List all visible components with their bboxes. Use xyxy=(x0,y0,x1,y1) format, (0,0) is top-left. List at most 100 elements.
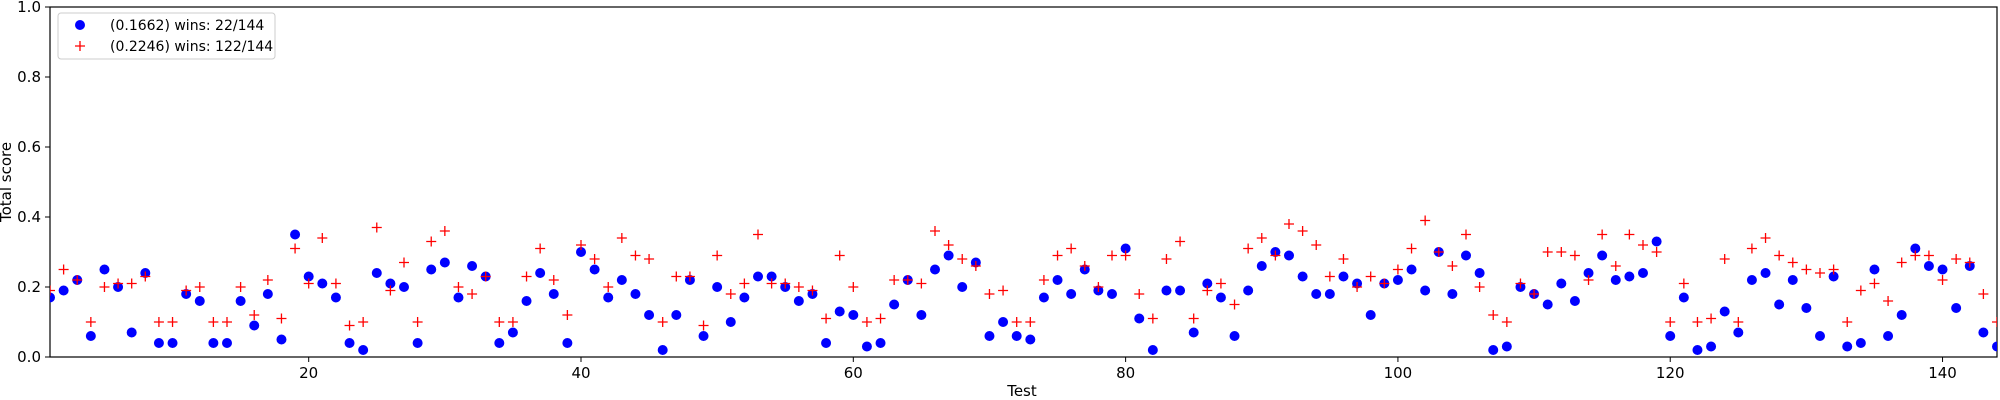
y-tick-label: 0.4 xyxy=(17,208,41,226)
data-point-plus xyxy=(1692,317,1703,327)
data-point-plus xyxy=(1896,257,1907,268)
data-point-circle xyxy=(1188,327,1199,338)
data-point-circle xyxy=(766,271,777,282)
data-point-circle xyxy=(290,229,301,240)
data-point-plus xyxy=(1501,317,1512,327)
data-point-plus xyxy=(1433,247,1444,257)
data-point-circle xyxy=(616,275,627,285)
data-point-plus xyxy=(371,222,382,233)
data-point-circle xyxy=(930,264,940,275)
data-point-plus xyxy=(1406,243,1417,254)
data-point-plus xyxy=(1461,229,1471,240)
data-point-plus xyxy=(72,275,83,285)
data-point-plus xyxy=(222,317,232,327)
data-point-plus xyxy=(439,226,450,236)
data-point-plus xyxy=(494,317,505,327)
data-point-circle xyxy=(821,338,832,348)
data-point-plus xyxy=(1420,215,1431,226)
y-tick-label: 0.0 xyxy=(17,348,41,366)
data-point-plus xyxy=(1883,296,1894,306)
data-point-circle xyxy=(1638,268,1648,278)
data-point-circle xyxy=(1937,264,1948,275)
data-point-plus xyxy=(548,275,559,285)
data-point-circle xyxy=(1719,306,1730,317)
data-point-plus xyxy=(576,240,586,250)
data-point-plus xyxy=(902,275,913,285)
data-point-plus xyxy=(984,289,995,299)
data-point-plus xyxy=(657,317,668,327)
data-point-plus xyxy=(1215,278,1226,289)
data-point-circle xyxy=(671,310,682,320)
data-point-circle xyxy=(1733,327,1744,338)
data-point-circle xyxy=(1787,275,1798,285)
data-point-circle xyxy=(535,268,546,278)
data-point-circle xyxy=(998,317,1009,327)
data-point-plus xyxy=(208,317,219,327)
x-tick-label: 60 xyxy=(844,364,863,382)
data-point-circle xyxy=(1365,310,1376,320)
data-point-plus xyxy=(140,271,151,282)
data-point-circle xyxy=(1855,338,1866,348)
data-point-circle xyxy=(1978,327,1989,338)
data-point-plus xyxy=(821,313,832,324)
data-point-circle xyxy=(1406,264,1417,275)
data-point-circle xyxy=(467,261,478,271)
data-point-plus xyxy=(644,254,655,264)
data-point-plus xyxy=(426,236,437,247)
data-point-plus xyxy=(1352,282,1363,292)
data-point-circle xyxy=(1624,271,1635,282)
data-point-circle xyxy=(1120,243,1131,254)
data-point-circle xyxy=(1256,261,1267,271)
data-point-plus xyxy=(1937,275,1948,285)
data-point-plus xyxy=(1842,317,1853,327)
x-axis-label: Test xyxy=(1006,382,1037,400)
data-point-circle xyxy=(507,327,518,338)
y-tick-label: 0.2 xyxy=(17,278,41,296)
y-axis: 0.0 0.2 0.4 0.6 0.8 1.0 xyxy=(17,0,50,366)
data-point-plus xyxy=(1760,233,1771,243)
data-point-plus xyxy=(1079,261,1090,271)
data-point-plus xyxy=(126,278,137,289)
data-point-circle xyxy=(1910,243,1921,254)
data-point-circle xyxy=(916,310,927,320)
data-point-plus xyxy=(1284,219,1294,229)
data-point-circle xyxy=(698,331,709,341)
data-point-plus xyxy=(1706,313,1717,324)
data-point-plus xyxy=(684,271,695,282)
data-point-plus xyxy=(317,233,328,243)
data-point-circle xyxy=(1556,278,1567,289)
legend-marker-plus xyxy=(75,41,85,51)
data-point-plus xyxy=(507,317,518,327)
data-point-plus xyxy=(99,282,110,292)
data-point-plus xyxy=(589,254,600,264)
data-point-circle xyxy=(725,317,736,327)
data-point-circle xyxy=(262,289,273,299)
x-tick-label: 80 xyxy=(1116,364,1135,382)
data-point-circle xyxy=(834,306,845,317)
data-point-plus xyxy=(153,317,164,327)
data-point-plus xyxy=(1583,275,1594,285)
data-point-circle xyxy=(739,292,750,303)
data-point-plus xyxy=(807,285,818,296)
x-tick-label: 140 xyxy=(1928,364,1957,382)
data-point-plus xyxy=(1787,257,1798,268)
data-point-circle xyxy=(521,296,532,306)
data-point-plus xyxy=(1678,278,1689,289)
data-point-plus xyxy=(1066,243,1077,254)
data-point-plus xyxy=(712,250,723,261)
data-point-circle xyxy=(399,282,409,292)
data-point-circle xyxy=(1202,278,1213,289)
data-point-plus xyxy=(957,254,968,264)
data-point-plus xyxy=(1923,250,1934,261)
data-point-circle xyxy=(1815,331,1825,341)
data-point-circle xyxy=(1597,250,1608,261)
data-point-plus xyxy=(1855,285,1866,296)
data-point-plus xyxy=(1243,243,1254,254)
y-axis-label: Total score xyxy=(0,142,15,223)
data-point-circle xyxy=(1311,289,1322,299)
data-point-circle xyxy=(644,310,655,320)
plot-frame xyxy=(49,6,1998,358)
data-point-circle xyxy=(235,296,246,306)
data-point-plus xyxy=(1338,254,1349,264)
data-point-circle xyxy=(875,338,886,348)
